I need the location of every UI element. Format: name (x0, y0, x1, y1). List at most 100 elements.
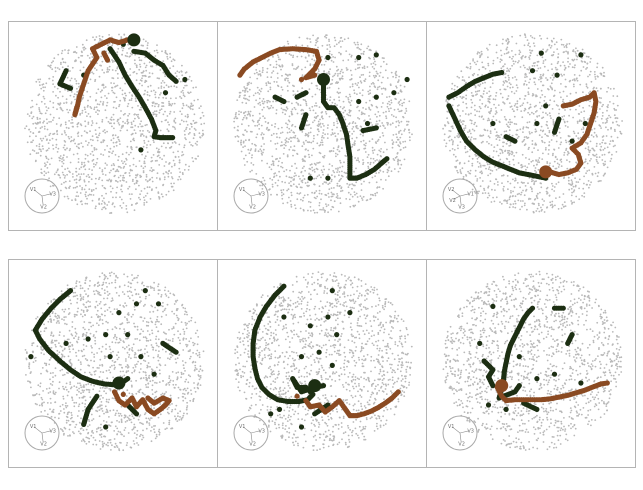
background-point (518, 53, 521, 56)
background-point (81, 163, 83, 166)
background-point (192, 119, 195, 122)
background-point (64, 148, 67, 151)
background-point (153, 141, 155, 144)
background-point (74, 78, 76, 80)
background-point (143, 199, 146, 202)
background-point (452, 142, 454, 144)
background-point (254, 92, 257, 95)
background-point (354, 193, 356, 196)
background-point (88, 188, 91, 191)
background-point (263, 179, 266, 182)
background-point (473, 138, 475, 140)
background-point (257, 150, 260, 153)
background-point (71, 173, 74, 175)
background-point (544, 133, 547, 136)
background-point (379, 71, 382, 74)
background-point (286, 100, 288, 103)
background-point (138, 184, 140, 187)
background-point (561, 100, 564, 103)
background-point (167, 142, 170, 145)
background-point (252, 163, 255, 166)
background-point (286, 107, 289, 110)
background-point (113, 164, 116, 167)
background-point (237, 140, 240, 143)
background-point (66, 108, 68, 111)
background-point (564, 125, 567, 127)
background-point (298, 175, 300, 178)
background-point (547, 153, 550, 155)
background-point (153, 89, 155, 92)
background-point (62, 156, 64, 159)
background-point (95, 92, 98, 94)
background-point (523, 194, 526, 197)
background-point (199, 117, 202, 120)
background-point (199, 136, 202, 139)
background-point (553, 190, 556, 192)
background-point (142, 145, 145, 148)
background-point (511, 35, 513, 38)
background-point (386, 105, 389, 108)
background-point (263, 106, 265, 109)
background-point (600, 97, 602, 99)
background-point (168, 169, 171, 172)
background-point (101, 169, 104, 171)
background-point (385, 115, 387, 118)
background-point (399, 159, 401, 162)
background-point (502, 65, 505, 67)
background-point (187, 78, 190, 81)
background-point (472, 58, 474, 60)
background-point (323, 154, 326, 157)
background-point (146, 47, 149, 49)
background-point (313, 119, 316, 122)
background-point (356, 84, 359, 86)
background-point (343, 171, 346, 174)
background-point (454, 155, 457, 158)
background-point (392, 134, 395, 136)
background-point (134, 117, 136, 120)
background-point (125, 62, 127, 64)
background-point (183, 144, 186, 147)
background-point (379, 136, 381, 139)
background-point (361, 197, 363, 200)
background-point (522, 102, 525, 105)
background-point (240, 150, 243, 153)
trail-point (172, 77, 178, 83)
background-point (284, 144, 287, 147)
background-point (172, 65, 175, 68)
background-point (168, 162, 171, 165)
background-point (495, 95, 497, 97)
background-point (606, 109, 608, 112)
background-point (101, 208, 103, 211)
background-point (89, 153, 92, 155)
background-point (503, 73, 506, 76)
background-point (151, 72, 154, 75)
background-point (601, 66, 604, 69)
background-point (55, 143, 58, 146)
background-point (592, 87, 595, 90)
background-point (298, 183, 300, 186)
background-point (101, 84, 104, 87)
background-point (331, 132, 334, 134)
background-point (197, 98, 199, 101)
background-point (481, 82, 484, 85)
background-point (516, 133, 518, 136)
background-point (304, 99, 306, 102)
background-point (179, 178, 182, 181)
background-point (48, 77, 51, 80)
background-point (169, 97, 172, 100)
background-point (508, 40, 510, 43)
background-point (347, 37, 350, 40)
background-point (187, 105, 190, 108)
background-point (162, 71, 165, 74)
compass-label: V2 (249, 204, 256, 210)
background-point (523, 44, 526, 47)
background-point (292, 90, 295, 92)
background-point (357, 46, 359, 49)
background-point (300, 186, 303, 189)
background-point (88, 176, 91, 179)
background-point (507, 69, 510, 71)
background-point (72, 139, 75, 142)
background-point (384, 88, 387, 91)
background-point (516, 108, 519, 111)
background-point (188, 128, 191, 130)
